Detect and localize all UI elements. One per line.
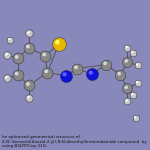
Point: [126, 47, 129, 49]
Point: [6, 77, 8, 79]
Point: [126, 87, 129, 90]
Point: [125, 60, 128, 62]
Point: [9, 39, 11, 41]
Point: [118, 72, 120, 75]
Point: [5, 53, 8, 55]
Point: [27, 31, 30, 34]
Point: [136, 81, 138, 83]
Point: [135, 117, 137, 119]
Point: [16, 74, 19, 76]
Point: [28, 97, 30, 99]
Point: [125, 86, 128, 88]
Point: [58, 43, 60, 45]
Point: [105, 63, 107, 66]
Point: [137, 82, 139, 84]
Point: [125, 99, 128, 102]
Point: [76, 67, 78, 70]
Point: [44, 55, 46, 57]
Point: [131, 93, 134, 95]
Point: [134, 116, 136, 119]
Point: [28, 84, 30, 87]
Point: [136, 63, 138, 66]
Point: [27, 83, 29, 85]
Point: [8, 38, 10, 40]
Point: [27, 45, 29, 48]
Point: [91, 73, 93, 75]
Point: [125, 46, 128, 48]
Point: [104, 62, 106, 64]
Point: [126, 61, 129, 63]
Point: [119, 74, 122, 76]
Point: [15, 56, 18, 58]
Point: [16, 57, 19, 59]
Point: [63, 73, 66, 76]
Point: [126, 100, 129, 102]
Point: [56, 41, 58, 43]
Point: [28, 47, 30, 49]
Point: [5, 76, 8, 78]
Point: [132, 51, 134, 54]
Point: [65, 75, 67, 77]
Text: he optimized geometrical structure of Z-N'-(benzo(d)thiazol-2-yl)-N,N-dimethylfo: he optimized geometrical structure of Z-…: [2, 135, 146, 148]
Point: [46, 71, 49, 74]
Point: [27, 96, 30, 98]
Point: [45, 70, 48, 72]
Point: [137, 64, 139, 67]
Point: [131, 51, 134, 53]
Point: [132, 94, 134, 96]
Point: [75, 66, 77, 69]
Point: [43, 53, 45, 56]
Point: [6, 54, 8, 56]
Point: [90, 72, 92, 74]
Point: [28, 32, 30, 35]
Point: [15, 72, 18, 75]
